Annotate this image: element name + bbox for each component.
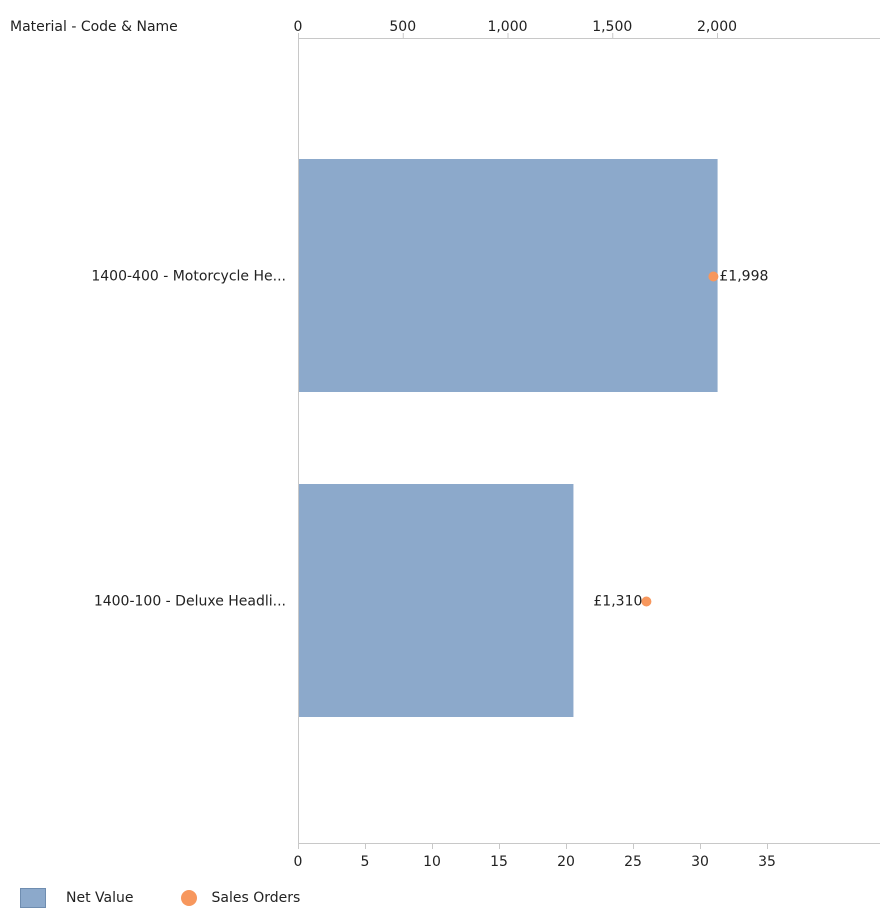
bottom-tick-label: 5 (361, 854, 370, 870)
top-tick-label: 2,000 (697, 19, 737, 35)
category-label: 1400-400 - Motorcycle He... (91, 269, 286, 285)
data-label-net-value: £1,998 (719, 269, 768, 285)
bottom-axis-ticks: 0 5 10 15 20 25 30 35 (294, 843, 776, 870)
points (641, 271, 719, 607)
data-labels: £1,998 £1,310 (593, 269, 768, 610)
chart: Material - Code & Name 0 500 1,000 1,500 2,0… (10, 19, 880, 870)
category-label: 1400-100 - Deluxe Headli... (94, 594, 286, 610)
bottom-tick-label: 0 (294, 854, 303, 870)
bars (299, 159, 718, 717)
axes (298, 38, 880, 844)
bottom-tick-label: 20 (557, 854, 575, 870)
legend-label-sales-orders: Sales Orders (211, 890, 301, 906)
legend-swatch-sales-orders (181, 890, 198, 906)
bottom-tick-label: 25 (624, 854, 642, 870)
top-tick-label: 0 (294, 19, 303, 35)
legend-item-sales-orders[interactable]: Sales Orders (175, 890, 300, 906)
legend-label-net-value: Net Value (66, 890, 134, 906)
legend: Net Value Sales Orders (20, 886, 342, 910)
category-labels: 1400-400 - Motorcycle He... 1400-100 - De… (91, 269, 286, 610)
bottom-tick-label: 35 (758, 854, 776, 870)
top-tick-label: 500 (389, 19, 416, 35)
top-axis-ticks: 0 500 1,000 1,500 2,000 (294, 19, 737, 38)
bottom-tick-label: 15 (490, 854, 508, 870)
bottom-tick-label: 30 (691, 854, 709, 870)
point-sales-orders (708, 271, 719, 282)
point-sales-orders (641, 596, 652, 607)
category-axis-title: Material - Code & Name (10, 19, 178, 35)
legend-item-net-value[interactable]: Net Value (20, 888, 133, 908)
top-tick-label: 1,500 (592, 19, 632, 35)
data-label-net-value: £1,310 (593, 594, 642, 610)
bar-net-value (299, 159, 718, 392)
bottom-tick-label: 10 (423, 854, 441, 870)
legend-swatch-net-value (20, 888, 46, 908)
top-tick-label: 1,000 (487, 19, 527, 35)
bar-net-value (299, 484, 574, 717)
